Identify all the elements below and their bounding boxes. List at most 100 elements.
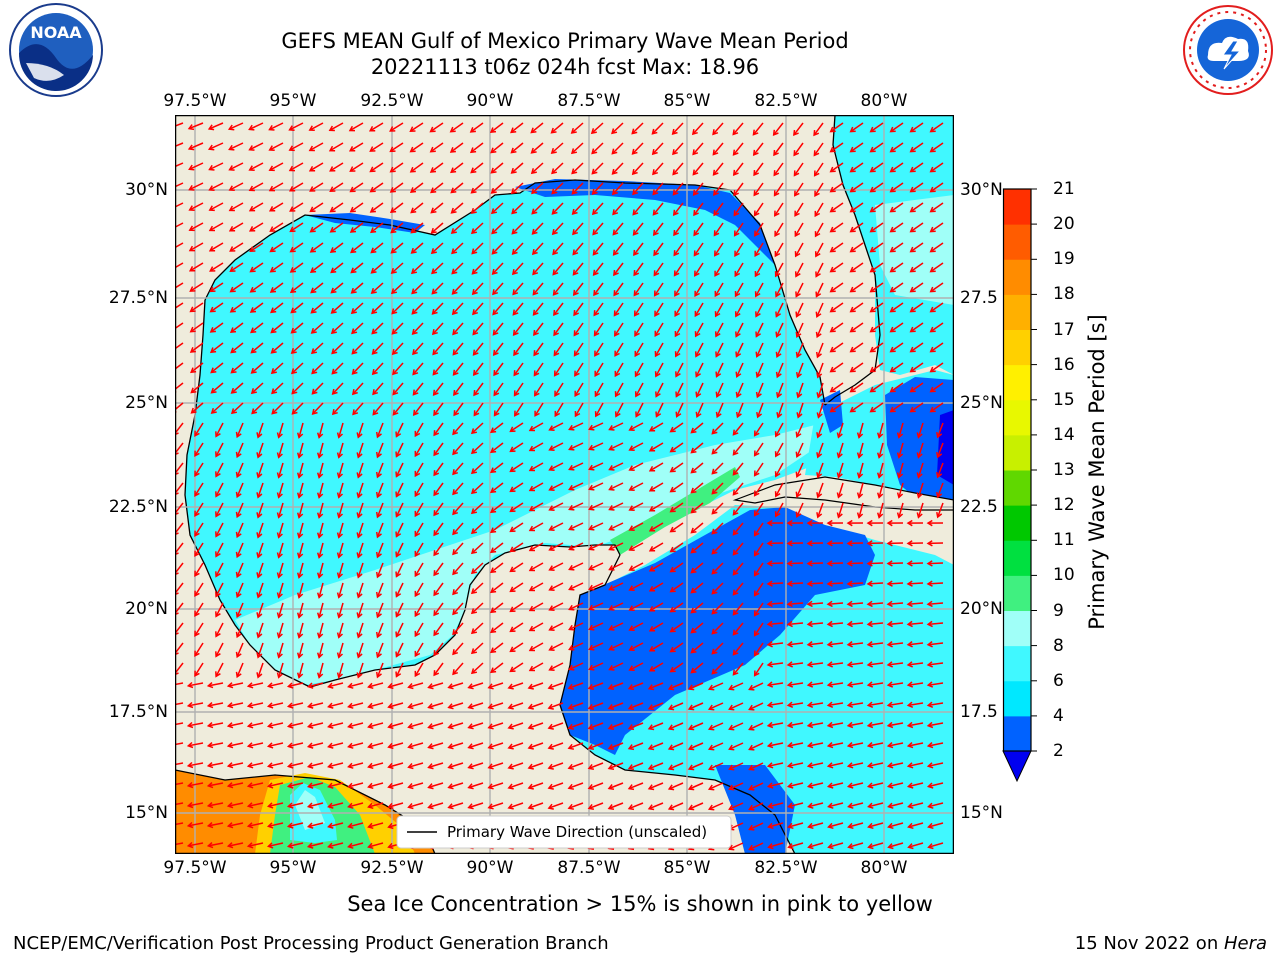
wave-arrow [768, 742, 784, 747]
wave-arrow-head [336, 632, 344, 639]
wave-arrow-head [692, 189, 699, 196]
wave-arrow-head [409, 187, 417, 193]
wave-arrow-head [356, 652, 363, 659]
wave-arrow-head [309, 206, 316, 213]
wave-arrow-head [256, 572, 263, 579]
wave-arrow [589, 462, 604, 470]
wave-arrow-head [329, 247, 337, 253]
wave-arrow [775, 422, 784, 437]
wave-arrow-head [250, 327, 257, 334]
wave-arrow-head [775, 311, 782, 318]
wave-arrow [613, 282, 624, 296]
wave-arrow-head [528, 465, 536, 472]
wave-arrow [609, 662, 624, 671]
wave-arrow-head [748, 764, 755, 771]
wave-arrow [331, 342, 344, 354]
wave-arrow [837, 462, 844, 478]
wave-arrow-head [395, 631, 402, 638]
wave-arrow-head [856, 452, 864, 459]
wave-arrow [732, 602, 744, 616]
wave-arrow [269, 222, 284, 232]
wave-arrow [448, 682, 464, 689]
wave-arrow-head [269, 226, 276, 232]
wave-arrow [870, 242, 884, 253]
wave-arrow [668, 742, 684, 750]
wave-arrow [490, 582, 504, 593]
wave-arrow-head [732, 669, 739, 676]
wave-arrow [451, 222, 464, 234]
wave-arrow [649, 542, 664, 552]
wave-arrow [215, 642, 224, 657]
wave-arrow-head [215, 551, 221, 558]
wave-arrow-head [235, 671, 242, 679]
wave-arrow-head [866, 519, 873, 527]
wave-arrow-head [532, 309, 539, 316]
wave-arrow-head [316, 472, 324, 479]
wave-arrow-head [669, 446, 676, 453]
wave-arrow [194, 442, 204, 457]
wave-arrow-head [786, 620, 793, 628]
wave-arrow [928, 702, 944, 707]
wave-arrow-head [889, 286, 896, 293]
wave-arrow [608, 782, 624, 790]
wave-arrow-head [889, 166, 896, 173]
wave-arrow [672, 142, 684, 155]
wave-arrow-head [327, 702, 334, 709]
wave-arrow [670, 562, 684, 573]
wave-arrow [215, 522, 224, 537]
wave-arrow [753, 202, 764, 216]
wave-arrow-head [826, 519, 833, 527]
wave-arrow-head [367, 702, 374, 710]
wave-arrow-head [693, 209, 699, 217]
wave-arrow [534, 402, 544, 417]
wave-arrow [714, 282, 724, 297]
wave-arrow-head [869, 286, 876, 293]
wave-arrow-head [414, 510, 421, 518]
wave-arrow [552, 242, 564, 255]
wave-arrow-head [371, 328, 378, 335]
wave-arrow [670, 502, 684, 513]
wave-arrow-head [732, 469, 739, 476]
wave-arrow [508, 682, 524, 689]
wave-arrow [910, 162, 924, 173]
wave-arrow-head [774, 471, 781, 478]
wave-arrow-head [633, 270, 640, 277]
wave-arrow [529, 482, 544, 492]
wave-arrow-head [766, 519, 773, 527]
wave-arrow [433, 442, 444, 456]
wave-arrow-head [647, 764, 655, 771]
colorbar-cell [1003, 610, 1031, 647]
wave-arrow [930, 322, 944, 333]
wave-arrow [175, 302, 184, 310]
wave-arrow-head [246, 762, 254, 769]
wave-arrow-head [906, 580, 913, 587]
wave-arrow-head [806, 600, 813, 608]
wave-arrow-head [306, 702, 314, 709]
wave-arrow [729, 742, 744, 750]
wave-arrow [673, 202, 684, 216]
wave-arrow-head [389, 146, 396, 153]
wave-arrow-head [593, 330, 600, 337]
wave-arrow [711, 422, 724, 435]
wave-arrow [808, 802, 824, 808]
wave-arrow-head [175, 549, 179, 556]
wave-arrow [569, 562, 584, 571]
wave-arrow-head [276, 512, 283, 519]
wave-arrow-head [936, 471, 943, 479]
wave-arrow-head [713, 210, 720, 217]
wave-arrow-head [331, 388, 338, 395]
wave-arrow-head [735, 411, 742, 419]
wave-arrow [888, 682, 904, 686]
wave-arrow [749, 822, 764, 831]
wave-arrow [318, 442, 324, 458]
wave-arrow [329, 142, 344, 152]
wave-arrow-head [714, 331, 721, 338]
wave-arrow-head [492, 349, 499, 356]
wave-arrow [228, 122, 244, 130]
wave-arrow-head [767, 843, 774, 850]
wave-arrow-head [331, 409, 338, 416]
wave-arrow-head [806, 721, 814, 729]
lon-tick-top: 82.5°W [754, 91, 818, 111]
colorbar-tick-label: 19 [1053, 249, 1075, 270]
wave-arrow [433, 662, 444, 676]
